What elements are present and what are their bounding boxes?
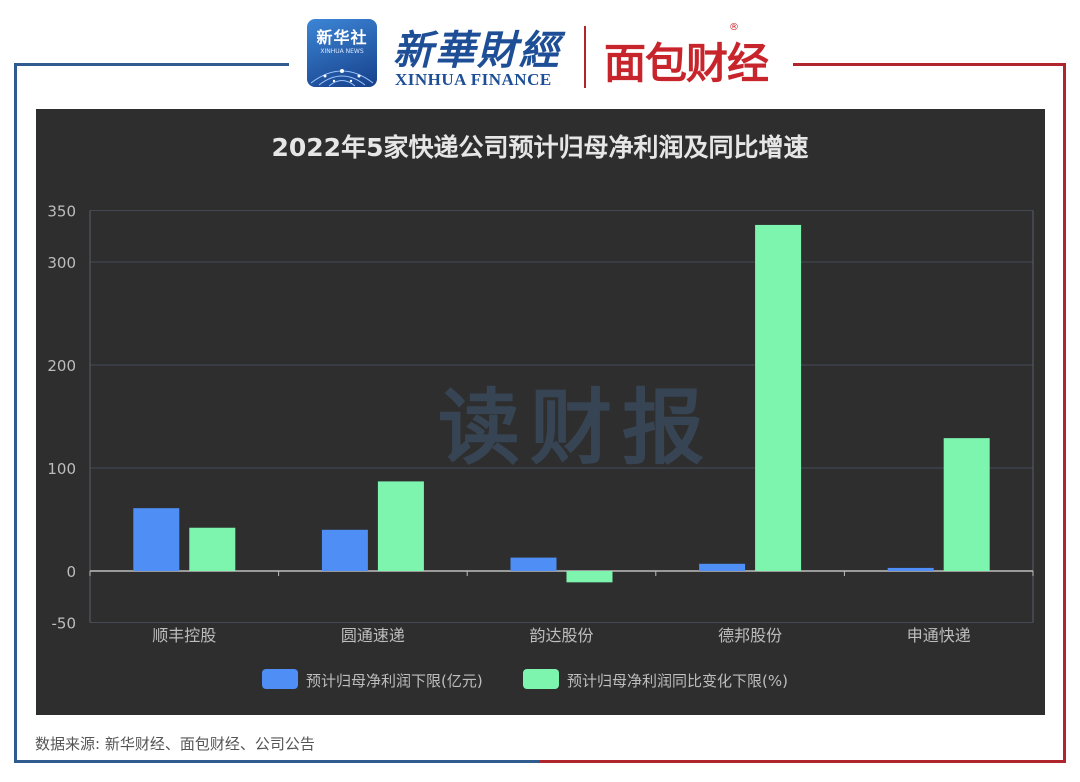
watermark-text: 读财报 [438,381,714,476]
y-tick-label: 350 [47,203,76,221]
legend-swatch-growth [523,669,559,689]
legend: 预计归母净利润下限(亿元) 预计归母净利润同比变化下限(%) [262,669,788,690]
network-globe-icon [310,69,374,87]
registered-mark: ® [729,22,739,33]
profit-bar [321,529,368,571]
chart-panel: 读财报 2022年5家快递公司预计归母净利润及同比增速 -50 0 100 200 30… [36,109,1045,715]
logo-divider [584,26,586,88]
x-tick-label: 顺丰控股 [152,626,216,645]
profit-bar [133,508,180,571]
bars [133,224,990,583]
bar-chart: 读财报 2022年5家快递公司预计归母净利润及同比增速 -50 0 100 200 30… [47,133,1034,690]
frame-top-left-line [14,63,289,66]
y-tick-label: -50 [52,615,77,633]
grid-layer [89,210,1034,623]
legend-label-growth: 预计归母净利润同比变化下限(%) [567,672,788,690]
source-note: 数据来源: 新华财经、面包财经、公司公告 [35,735,315,753]
xinhua-finance-logo-english: XINHUA FINANCE [395,70,552,89]
xinhua-badge-name: 新华社 [316,28,368,47]
x-tick-label: 德邦股份 [718,626,782,645]
growth-bar [189,527,236,571]
growth-bar [943,438,990,571]
xinhua-finance-logo-chinese: 新華財經 [393,27,561,74]
frame-top-right-line [793,63,1066,66]
chart-title: 2022年5家快递公司预计归母净利润及同比增速 [272,133,809,162]
growth-bar [755,224,802,572]
frame-bottom-line [14,760,1066,763]
y-tick-label: 0 [66,563,76,581]
profit-bar [510,557,557,571]
growth-bar [566,571,613,583]
frame-right-line [1063,64,1066,762]
y-tick-label: 200 [47,357,76,375]
frame-left-line [14,64,17,762]
y-tick-label: 300 [47,254,76,272]
legend-label-profit: 预计归母净利润下限(亿元) [306,672,483,690]
xinhua-badge-english: XINHUA NEWS [320,48,364,55]
x-tick-label: 韵达股份 [529,626,593,645]
profit-bar [887,567,934,571]
x-tick-label: 圆通速递 [341,626,405,645]
growth-bar [377,481,424,571]
mianbao-finance-logo: 面包财经 [604,39,769,88]
xinhua-news-badge: 新华社 XINHUA NEWS [307,19,377,87]
y-axis-ticks: -50 0 100 200 300 350 [47,203,76,633]
y-tick-label: 100 [47,460,76,478]
x-tick-label: 申通快递 [907,626,971,645]
x-axis-labels: 顺丰控股 圆通速递 韵达股份 德邦股份 申通快递 [152,626,970,645]
legend-swatch-profit [262,669,298,689]
profit-bar [699,563,746,571]
